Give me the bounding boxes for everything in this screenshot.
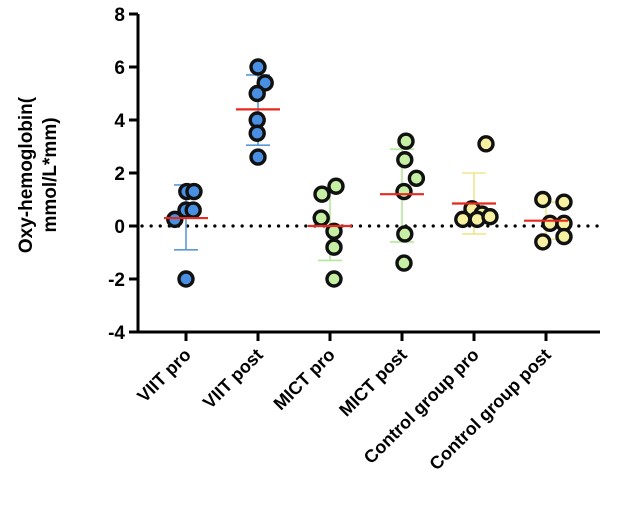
mean-lines xyxy=(164,108,568,228)
data-point xyxy=(541,214,559,233)
data-point xyxy=(312,209,330,227)
data-point xyxy=(555,227,573,246)
axes: -4 -2 0 2 4 6 8 xyxy=(108,5,600,344)
y-tick-label: 0 xyxy=(114,217,125,238)
y-axis-title-line: mmol/L*mm) xyxy=(40,117,61,232)
y-tick-label: 2 xyxy=(114,164,125,185)
data-point xyxy=(534,190,552,209)
y-tick-label: 6 xyxy=(114,58,125,79)
data-point xyxy=(396,151,414,169)
data-point xyxy=(249,58,267,76)
data-points xyxy=(166,58,573,288)
data-point xyxy=(325,238,343,256)
x-tick-label: VIIT post xyxy=(199,345,267,413)
data-point xyxy=(325,222,343,241)
data-point xyxy=(313,185,331,203)
data-point xyxy=(395,182,413,201)
y-tick-label: -4 xyxy=(108,323,125,344)
x-tick-label: Control group post xyxy=(425,345,554,474)
data-point xyxy=(325,270,343,288)
y-axis-label: Oxy-hemoglobin(mmol/L*mm) xyxy=(16,96,61,253)
y-tick-label: 8 xyxy=(114,5,125,26)
data-point xyxy=(395,254,413,272)
data-point xyxy=(397,132,415,150)
data-point xyxy=(481,208,499,226)
y-axis-title-line: Oxy-hemoglobin( xyxy=(16,96,37,253)
data-point xyxy=(249,148,267,166)
data-point xyxy=(454,210,472,229)
data-point xyxy=(534,233,552,251)
data-point xyxy=(177,270,195,288)
x-tick-label: MICT pro xyxy=(270,345,339,414)
error-bars xyxy=(174,74,558,262)
y-tick-label: 4 xyxy=(114,111,125,132)
data-point xyxy=(327,177,345,195)
data-point xyxy=(396,225,414,243)
data-point xyxy=(248,84,266,103)
data-point xyxy=(407,169,426,188)
data-point xyxy=(248,124,266,142)
x-tick-label: VIIT pro xyxy=(133,345,195,407)
y-tick-label: -2 xyxy=(108,270,125,291)
x-tick-label: MICT post xyxy=(335,345,411,421)
data-point xyxy=(477,135,495,153)
data-point xyxy=(184,201,202,219)
data-point xyxy=(185,182,203,201)
data-point xyxy=(166,210,184,229)
data-point xyxy=(555,193,573,211)
